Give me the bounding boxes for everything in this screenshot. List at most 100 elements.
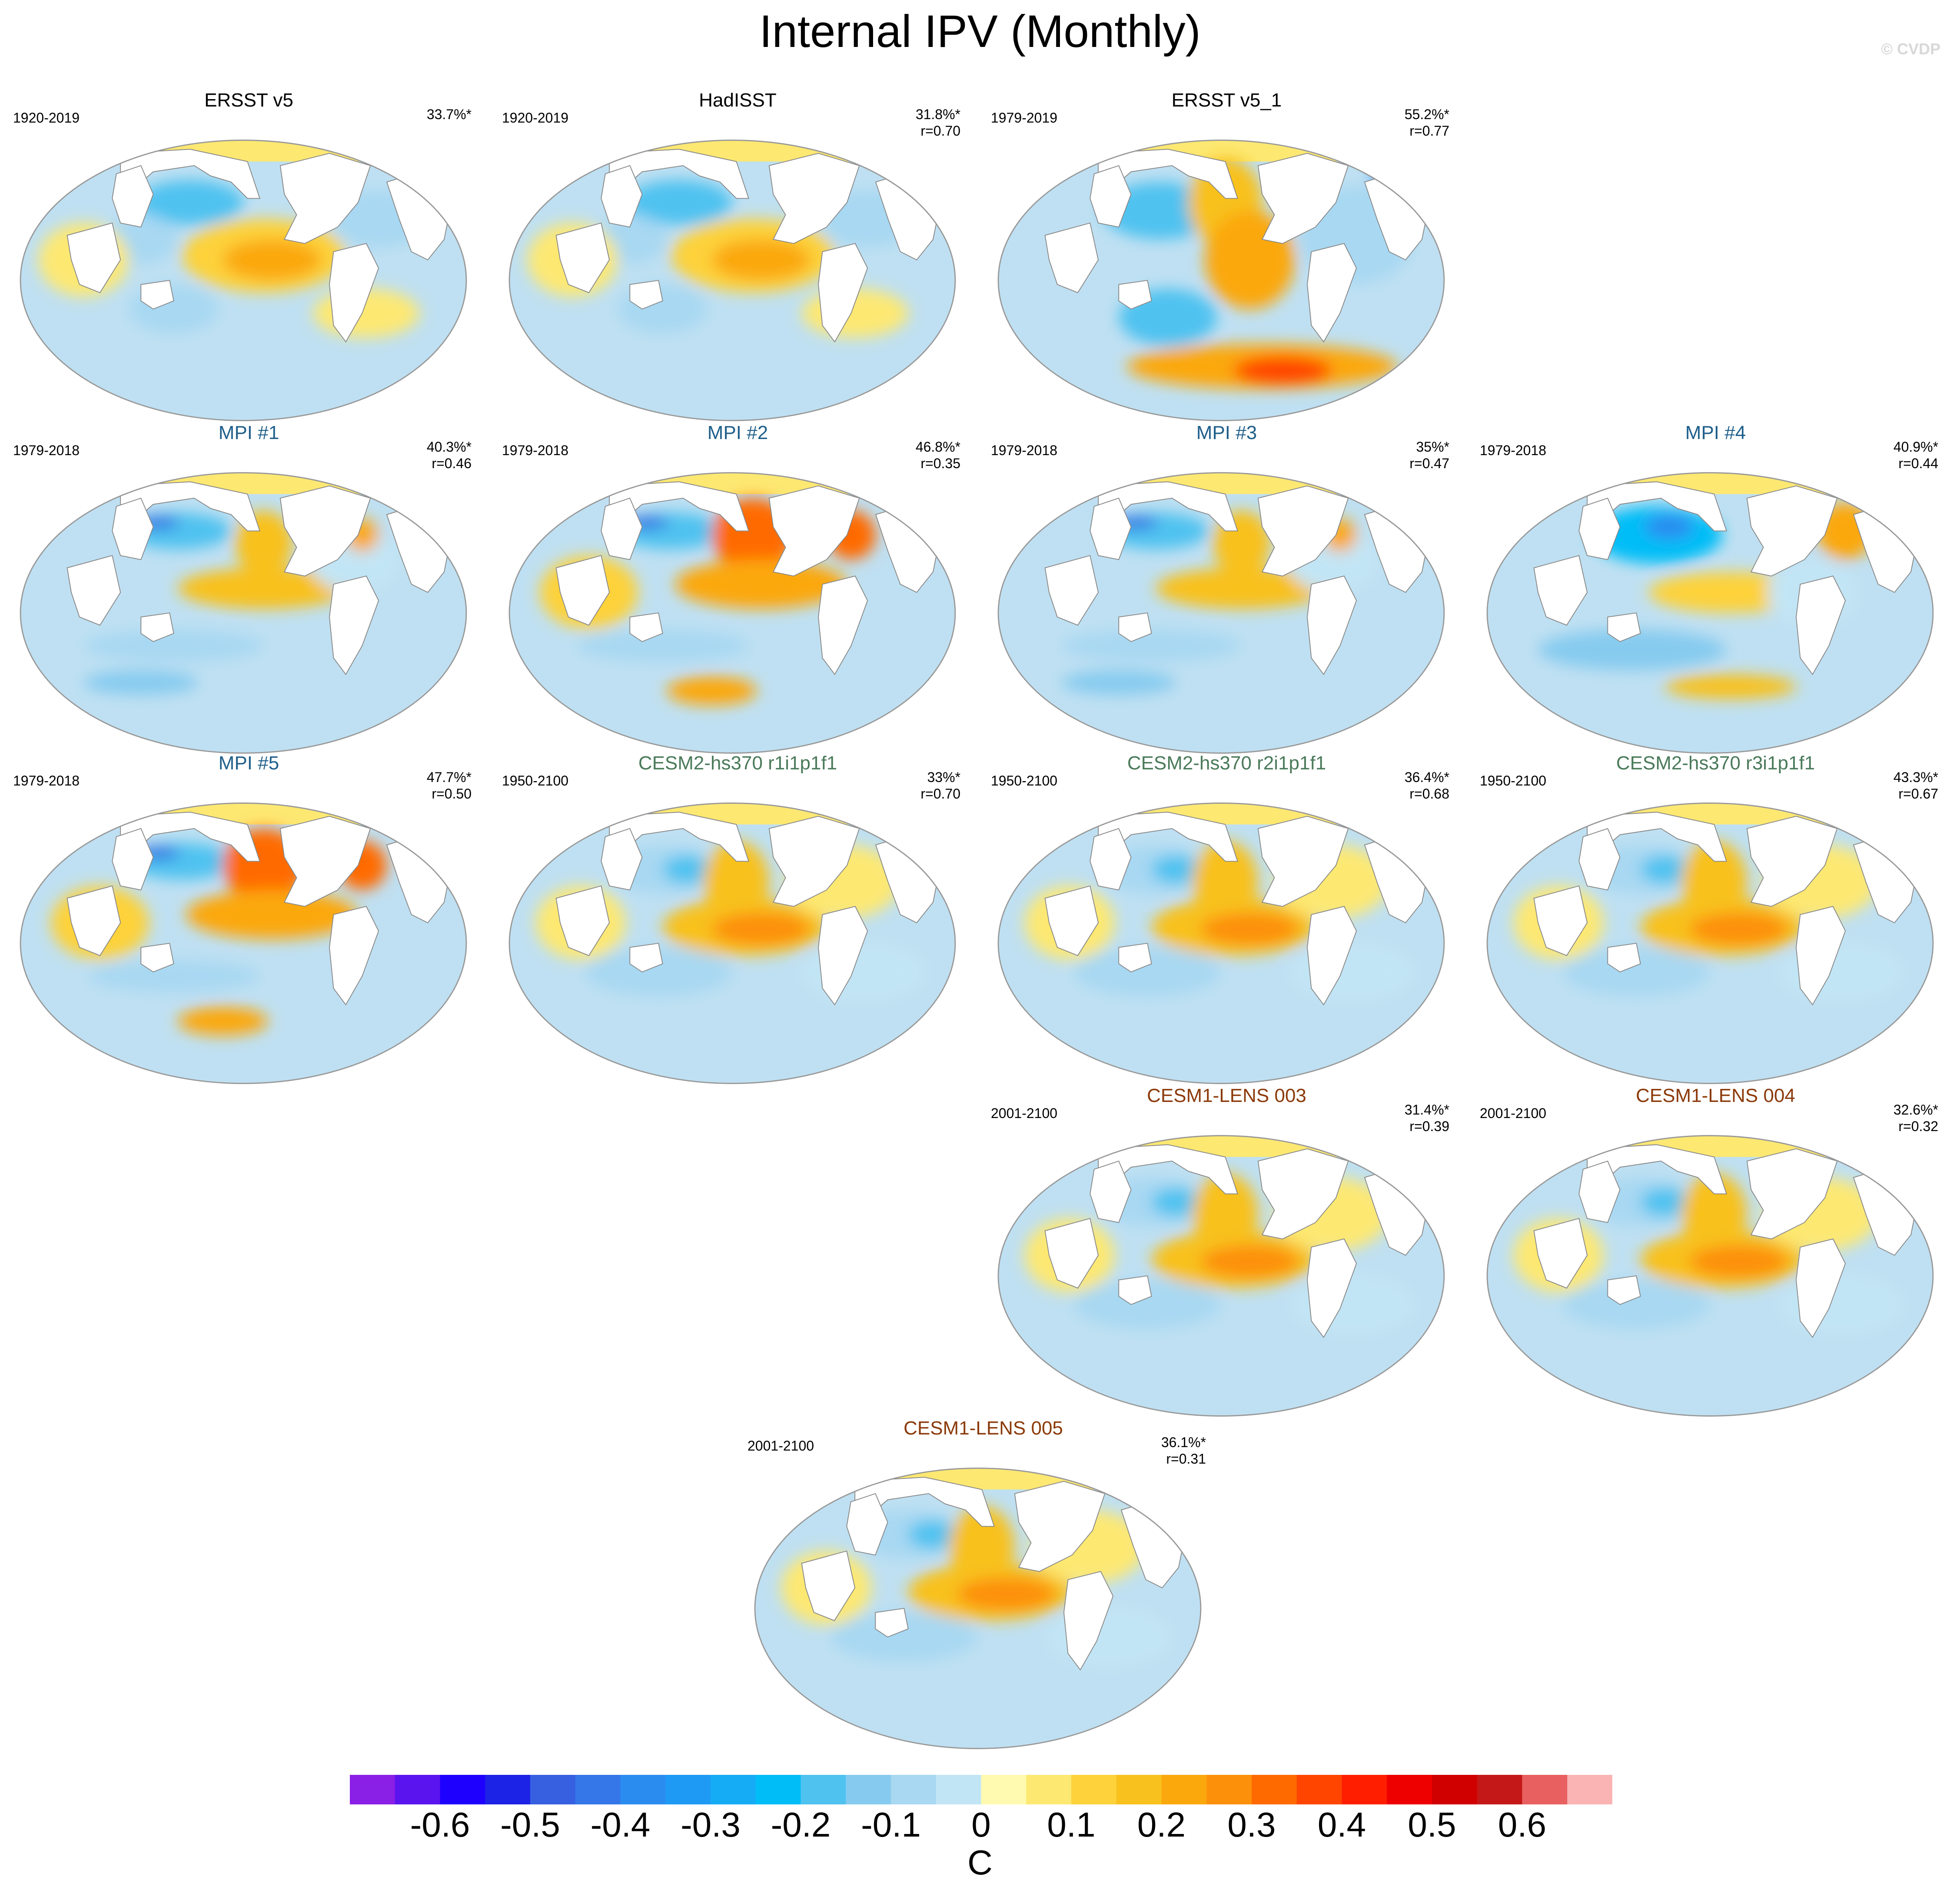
anomaly-blob — [1061, 670, 1176, 695]
land-mass — [1044, 1218, 1099, 1289]
colorbar-tick-label: -0.1 — [861, 1805, 921, 1844]
land-mass — [1533, 1218, 1588, 1289]
land-mass — [1607, 1275, 1641, 1305]
anomaly-blob — [83, 670, 199, 695]
anomaly-blob — [178, 1007, 268, 1036]
panel-variance: 40.9%* — [1893, 439, 1938, 455]
land-mass — [66, 222, 121, 293]
colorbar-swatch — [1071, 1775, 1117, 1804]
panel-correlation: r=0.32 — [1898, 1118, 1938, 1134]
land-mass — [1796, 576, 1846, 676]
land-mass — [1533, 885, 1588, 956]
panel-variance: 36.1%* — [1161, 1434, 1206, 1450]
panel-title: ERSST v5 — [204, 90, 293, 111]
panel-period: 1979-2019 — [991, 110, 1058, 126]
land-mass — [1118, 942, 1152, 973]
land-mass — [1578, 1160, 1621, 1223]
anomaly-blob — [957, 1577, 1056, 1611]
panel-period: 1979-2018 — [991, 443, 1058, 458]
panel-correlation: r=0.46 — [432, 456, 472, 471]
panel-map — [508, 472, 956, 754]
panel-map — [997, 1135, 1445, 1417]
land-mass — [846, 1493, 888, 1556]
panel-variance: 43.3%* — [1893, 769, 1938, 785]
panel-title: CESM1-LENS 005 — [904, 1418, 1063, 1439]
anomaly-blob — [830, 1612, 978, 1662]
land-mass — [768, 485, 860, 577]
colorbar-tick-label: -0.4 — [590, 1805, 651, 1844]
colorbar-swatch — [891, 1775, 937, 1804]
map-outline — [20, 802, 467, 1084]
panel-title: MPI #2 — [707, 422, 768, 443]
panel-title: MPI #5 — [218, 752, 279, 774]
panel-map — [1486, 1135, 1934, 1417]
copyright-label: © CVDP — [1881, 40, 1940, 58]
map-outline — [997, 1135, 1445, 1417]
panel-title: CESM2-hs370 r2i1p1f1 — [1127, 752, 1326, 774]
panel-map — [997, 472, 1445, 754]
panel-period: 1950-2100 — [1480, 773, 1547, 789]
figure-title: Internal IPV (Monthly) — [759, 6, 1201, 57]
land-mass — [801, 1550, 856, 1621]
anomaly-blob — [1151, 855, 1201, 884]
panel-hadisst: HadISST 1920-2019 31.8%* r=0.70 — [493, 89, 982, 421]
land-mass — [1607, 942, 1641, 973]
land-mass — [818, 906, 868, 1006]
colorbar-swatch — [665, 1775, 711, 1804]
panel-correlation: r=0.50 — [432, 786, 472, 802]
colorbar-swatch — [1161, 1775, 1207, 1804]
colorbar-units-label: C — [967, 1843, 993, 1882]
land-mass — [1118, 1275, 1152, 1305]
panel-ersst-v5-1: ERSST v5_1 1979-2019 55.2%* r=0.77 — [982, 89, 1471, 421]
anomaly-blob — [186, 890, 358, 939]
anomaly-blob — [1689, 912, 1788, 945]
panel-mpi-5: MPI #5 1979-2018 47.7%* r=0.50 — [4, 752, 493, 1084]
land-mass — [329, 906, 379, 1006]
map-outline — [508, 472, 956, 754]
panel-map — [20, 140, 467, 421]
colorbar-swatch — [440, 1775, 485, 1804]
panel-period: 1920-2019 — [13, 110, 80, 126]
panel-title: MPI #4 — [1685, 422, 1746, 443]
panel-title: ERSST v5_1 — [1171, 90, 1282, 111]
panel-correlation: r=0.39 — [1409, 1118, 1449, 1134]
colorbar-swatch — [1477, 1775, 1522, 1804]
colorbar-swatch — [1387, 1775, 1432, 1804]
panel-variance: 46.8%* — [915, 439, 960, 455]
colorbar-swatch — [981, 1775, 1027, 1804]
panel-cesm2-r2: CESM2-hs370 r2i1p1f1 1950-2100 36.4%* r=0.6… — [982, 752, 1471, 1084]
land-mass — [112, 497, 154, 560]
map-outline — [1486, 802, 1934, 1084]
map-outline — [20, 140, 467, 421]
colorbar-swatch — [350, 1775, 395, 1804]
anomaly-blob — [1156, 568, 1328, 609]
anomaly-blob — [1151, 1188, 1201, 1217]
colorbar-tick-label: 0.5 — [1408, 1805, 1456, 1844]
anomaly-blob — [675, 559, 847, 609]
panel-variance: 36.4%* — [1404, 769, 1449, 785]
panel-period: 1979-2018 — [13, 443, 80, 458]
panel-variance: 35%* — [1416, 439, 1450, 455]
colorbar-swatch — [1342, 1775, 1387, 1804]
anomaly-blob — [908, 1520, 957, 1549]
land-mass — [629, 942, 663, 973]
land-mass — [1257, 815, 1349, 907]
panel-period: 1920-2019 — [502, 110, 569, 126]
colorbar-swatch — [755, 1775, 801, 1804]
colorbar-swatch — [1432, 1775, 1478, 1804]
land-mass — [1118, 280, 1152, 310]
land-mass — [818, 243, 868, 343]
panel-variance: 40.3%* — [426, 439, 472, 455]
panel-map — [997, 802, 1445, 1084]
colorbar-swatch — [801, 1775, 846, 1804]
land-mass — [1578, 497, 1621, 560]
land-mass — [1746, 1148, 1838, 1240]
colorbar-swatch — [530, 1775, 576, 1804]
map-outline — [997, 140, 1445, 421]
map-outline — [1486, 472, 1934, 754]
panel-period: 1950-2100 — [502, 773, 569, 789]
panel-correlation: r=0.31 — [1166, 1451, 1206, 1467]
panel-map — [997, 140, 1445, 421]
anomaly-blob — [1200, 1245, 1299, 1278]
anomaly-blob — [1640, 855, 1690, 884]
